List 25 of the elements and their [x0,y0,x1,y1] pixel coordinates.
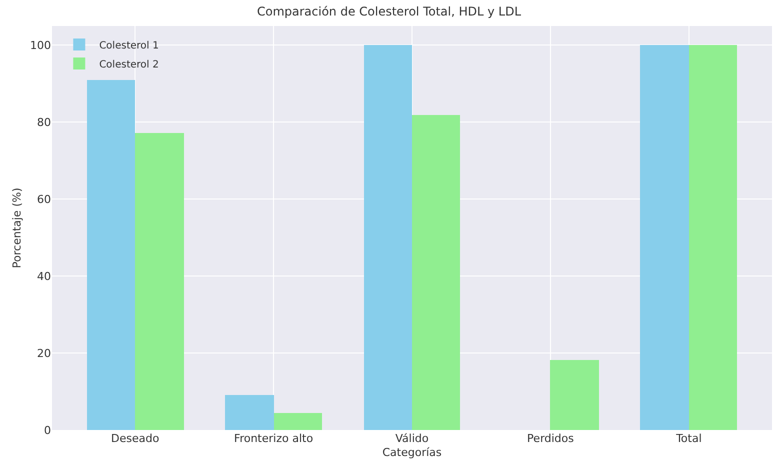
bar [412,115,460,430]
bar [87,80,135,430]
y-tick-label: 40 [37,270,51,283]
bar [274,413,322,430]
y-tick-label: 80 [37,116,51,130]
x-tick-label: Total [675,432,702,445]
y-tick-label: 60 [37,192,51,206]
legend-label: Colesterol 2 [99,59,159,70]
bar [550,360,599,430]
bar [225,395,274,430]
bar [689,45,737,430]
bar [135,133,184,430]
y-tick-label: 20 [37,346,51,360]
x-tick-label: Fronterizo alto [234,432,314,445]
x-tick-label: Deseado [110,432,160,445]
x-axis-title: Categorías [382,446,442,460]
y-tick-label: 0 [44,424,51,437]
y-axis-title: Porcentaje (%) [10,188,24,268]
bar [640,45,689,430]
y-tick-label: 100 [30,39,51,52]
legend-label: Colesterol 1 [99,40,159,52]
chart-title: Comparación de Colesterol Total, HDL y LDL [256,4,522,18]
bar [364,45,412,430]
x-tick-label: Perdidos [527,432,574,445]
x-tick-label: Válido [395,432,429,445]
